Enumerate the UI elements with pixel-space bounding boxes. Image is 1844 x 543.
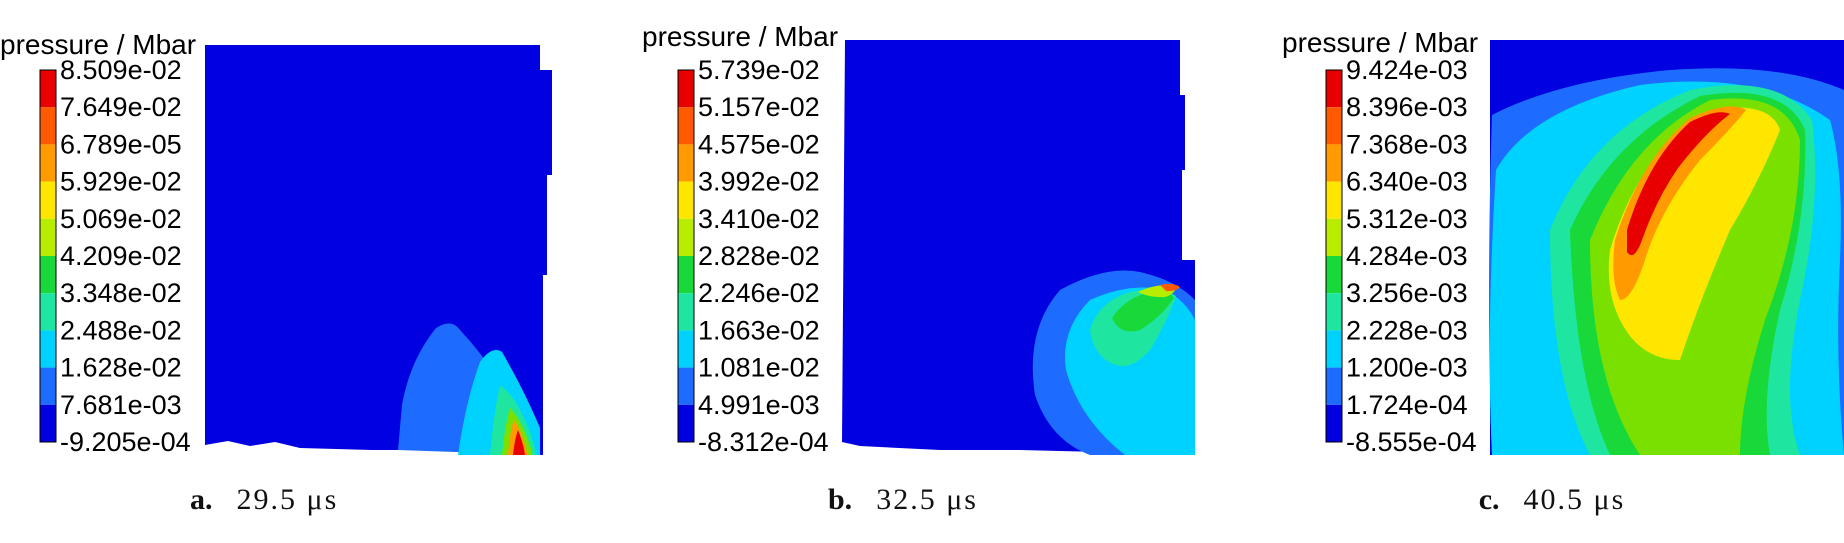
colorbar-tick-label: 7.368e-03 <box>1346 129 1468 159</box>
panel-a: pressure / Mbar 8.509e-02 7.649e-02 6.789e… <box>0 0 620 543</box>
colorbar-tick-label: 3.348e-02 <box>60 278 182 308</box>
colorbar-swatch <box>1326 107 1342 145</box>
colorbar-swatch <box>678 107 694 145</box>
colorbar-tick-label: 4.575e-02 <box>698 129 820 159</box>
colorbar-swatch <box>678 404 694 442</box>
colorbar-tick-label: 1.724e-04 <box>1346 390 1468 420</box>
caption-time: 32.5 μs <box>876 483 978 516</box>
colorbar-swatch <box>1326 218 1342 256</box>
colorbar-swatch <box>1326 293 1342 331</box>
colorbar-tick-label: 5.739e-02 <box>698 55 820 85</box>
colorbar-swatch <box>678 367 694 405</box>
panel-c: pressure / Mbar 9.424e-03 8.396e-03 7.368e… <box>1260 0 1844 543</box>
colorbar-tick-label: 6.340e-03 <box>1346 167 1468 197</box>
colorbar-tick-label: 8.396e-03 <box>1346 92 1468 122</box>
colorbar-tick-label: 5.312e-03 <box>1346 204 1468 234</box>
colorbar-tick-label: 1.628e-02 <box>60 353 182 383</box>
colorbar-swatch <box>40 70 56 108</box>
colorbar-tick-label: -9.205e-04 <box>60 427 191 457</box>
colorbar-tick-label: 4.209e-02 <box>60 241 182 271</box>
colorbar-tick-label: 1.200e-03 <box>1346 353 1468 383</box>
colorbar-frame <box>677 69 695 443</box>
colorbar-swatch <box>1326 181 1342 219</box>
colorbar-swatch <box>40 256 56 294</box>
colorbar-tick-label: 5.157e-02 <box>698 92 820 122</box>
colorbar-tick-label: 3.992e-02 <box>698 167 820 197</box>
colorbar-tick-label: 7.681e-03 <box>60 390 182 420</box>
colorbar-tick-label: 5.069e-02 <box>60 204 182 234</box>
colorbar-swatch <box>40 404 56 442</box>
colorbar-swatch <box>40 144 56 182</box>
colorbar-swatch <box>40 293 56 331</box>
caption-c: c. 40.5 μs <box>1260 483 1844 517</box>
colorbar-swatch <box>1326 404 1342 442</box>
colorbar-tick-label: 1.081e-02 <box>698 353 820 383</box>
pressure-field <box>205 45 552 455</box>
colorbar-swatch <box>678 330 694 368</box>
colorbar-tick-label: 9.424e-03 <box>1346 55 1468 85</box>
colorbar-tick-label: 8.509e-02 <box>60 55 182 85</box>
colorbar: 8.509e-02 7.649e-02 6.789e-05 5.929e-02 5.06… <box>39 55 191 457</box>
colorbar-tick-label: 5.929e-02 <box>60 167 182 197</box>
colorbar-swatch <box>678 256 694 294</box>
colorbar-tick-label: 4.284e-03 <box>1346 241 1468 271</box>
panel-a-plot: pressure / Mbar 8.509e-02 7.649e-02 6.789e… <box>0 29 552 457</box>
colorbar-swatch <box>1326 367 1342 405</box>
panel-c-plot: pressure / Mbar 9.424e-03 8.396e-03 7.368e… <box>1282 27 1844 457</box>
colorbar-frame <box>39 69 57 443</box>
caption-label: c. <box>1478 483 1500 516</box>
colorbar-tick-label: 1.663e-02 <box>698 315 820 345</box>
caption-label: b. <box>828 483 853 516</box>
colorbar-title: pressure / Mbar <box>642 21 838 52</box>
colorbar-frame <box>1325 69 1343 443</box>
colorbar-tick-label: 2.828e-02 <box>698 241 820 271</box>
colorbar-tick-label: 3.410e-02 <box>698 204 820 234</box>
pressure-field <box>1489 40 1844 456</box>
colorbar-swatch <box>40 107 56 145</box>
colorbar-tick-label: 2.246e-02 <box>698 278 820 308</box>
caption-a: a. 29.5 μs <box>190 483 338 517</box>
colorbar-swatch <box>1326 330 1342 368</box>
colorbar-swatch <box>1326 256 1342 294</box>
colorbar-title: pressure / Mbar <box>1282 27 1478 58</box>
caption-b: b. 32.5 μs <box>828 483 978 517</box>
colorbar-tick-label: 7.649e-02 <box>60 92 182 122</box>
colorbar-tick-label: 2.488e-02 <box>60 315 182 345</box>
colorbar-swatch <box>1326 70 1342 108</box>
colorbar-swatch <box>678 144 694 182</box>
colorbar-swatch <box>40 181 56 219</box>
colorbar-tick-label: 4.991e-03 <box>698 390 820 420</box>
panel-b-plot: pressure / Mbar 5.739e-02 5.157e-02 4.575e… <box>642 21 1195 457</box>
colorbar: 9.424e-03 8.396e-03 7.368e-03 6.340e-03 5.31… <box>1325 55 1477 457</box>
colorbar-swatch <box>678 293 694 331</box>
caption-label: a. <box>190 483 213 516</box>
colorbar-tick-label: -8.555e-04 <box>1346 427 1477 457</box>
colorbar-tick-label: 6.789e-05 <box>60 129 182 159</box>
colorbar-tick-label: -8.312e-04 <box>698 427 829 457</box>
caption-time: 40.5 μs <box>1523 483 1626 516</box>
colorbar-swatch <box>678 181 694 219</box>
panel-b: pressure / Mbar 5.739e-02 5.157e-02 4.575e… <box>620 0 1260 543</box>
colorbar-swatch <box>678 70 694 108</box>
colorbar-tick-label: 3.256e-03 <box>1346 278 1468 308</box>
colorbar: 5.739e-02 5.157e-02 4.575e-02 3.992e-02 3.41… <box>677 55 829 457</box>
colorbar-swatch <box>678 218 694 256</box>
colorbar-swatch <box>40 218 56 256</box>
colorbar-title: pressure / Mbar <box>0 29 196 60</box>
colorbar-swatch <box>1326 144 1342 182</box>
caption-time: 29.5 μs <box>236 483 339 516</box>
colorbar-swatch <box>40 367 56 405</box>
colorbar-swatch <box>40 330 56 368</box>
pressure-field <box>842 40 1195 455</box>
colorbar-tick-label: 2.228e-03 <box>1346 315 1468 345</box>
